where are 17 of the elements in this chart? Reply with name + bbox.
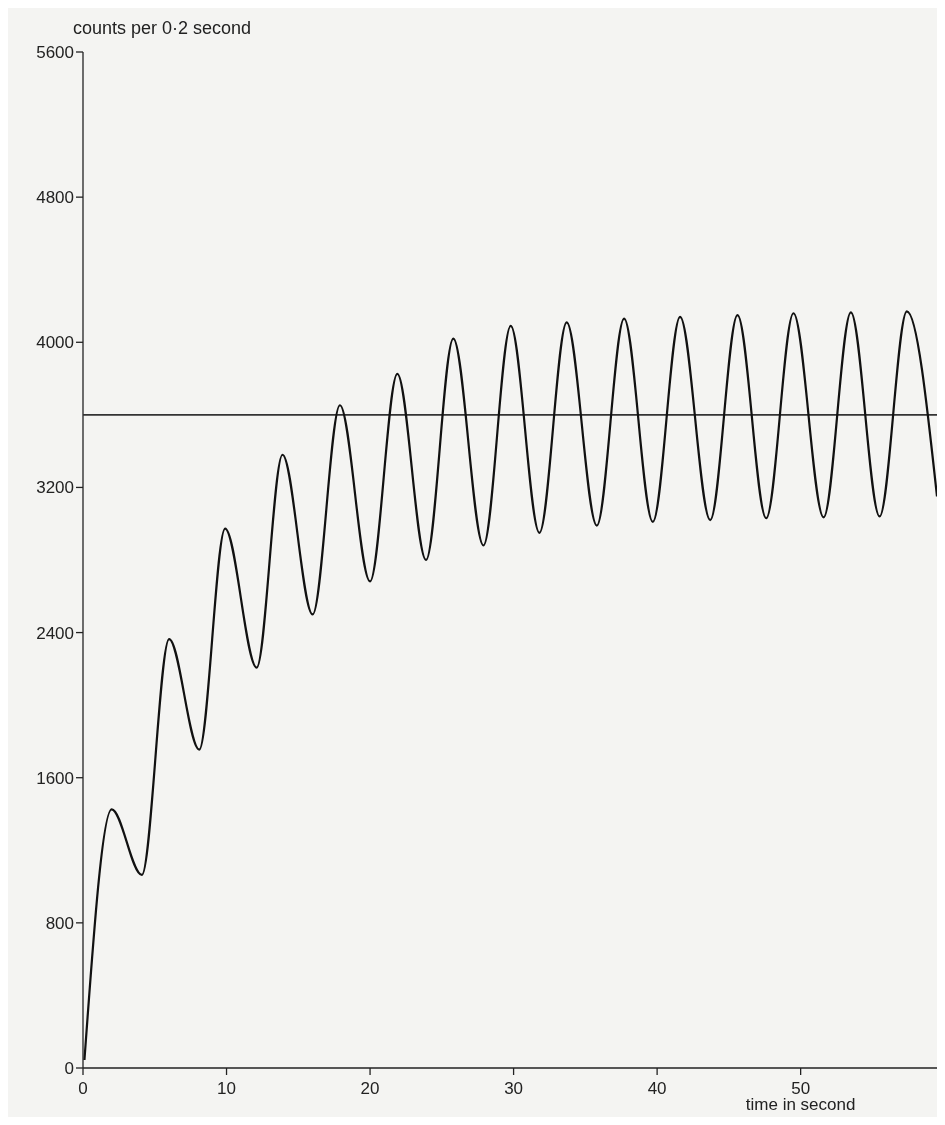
x-tick-label: 0 — [78, 1079, 88, 1098]
x-tick-label: 50 — [791, 1079, 811, 1098]
y-tick-label: 2400 — [36, 623, 74, 643]
y-tick-label: 800 — [45, 913, 74, 933]
y-tick-label: 4000 — [36, 333, 74, 353]
y-tick-label: 1600 — [36, 768, 74, 788]
line-series — [83, 310, 937, 1062]
x-axis-title: time in second — [745, 1095, 856, 1114]
x-tick-label: 40 — [647, 1079, 667, 1098]
y-tick-label: 0 — [64, 1058, 74, 1078]
y-tick-label: 5600 — [36, 42, 74, 62]
x-tick-label: 30 — [504, 1079, 524, 1098]
y-tick-label: 3200 — [36, 478, 74, 498]
x-tick-label: 20 — [360, 1079, 380, 1098]
y-axis-title: counts per 0·2 second — [73, 18, 252, 38]
x-tick-label: 10 — [217, 1079, 236, 1098]
y-tick-label: 4800 — [36, 188, 74, 208]
